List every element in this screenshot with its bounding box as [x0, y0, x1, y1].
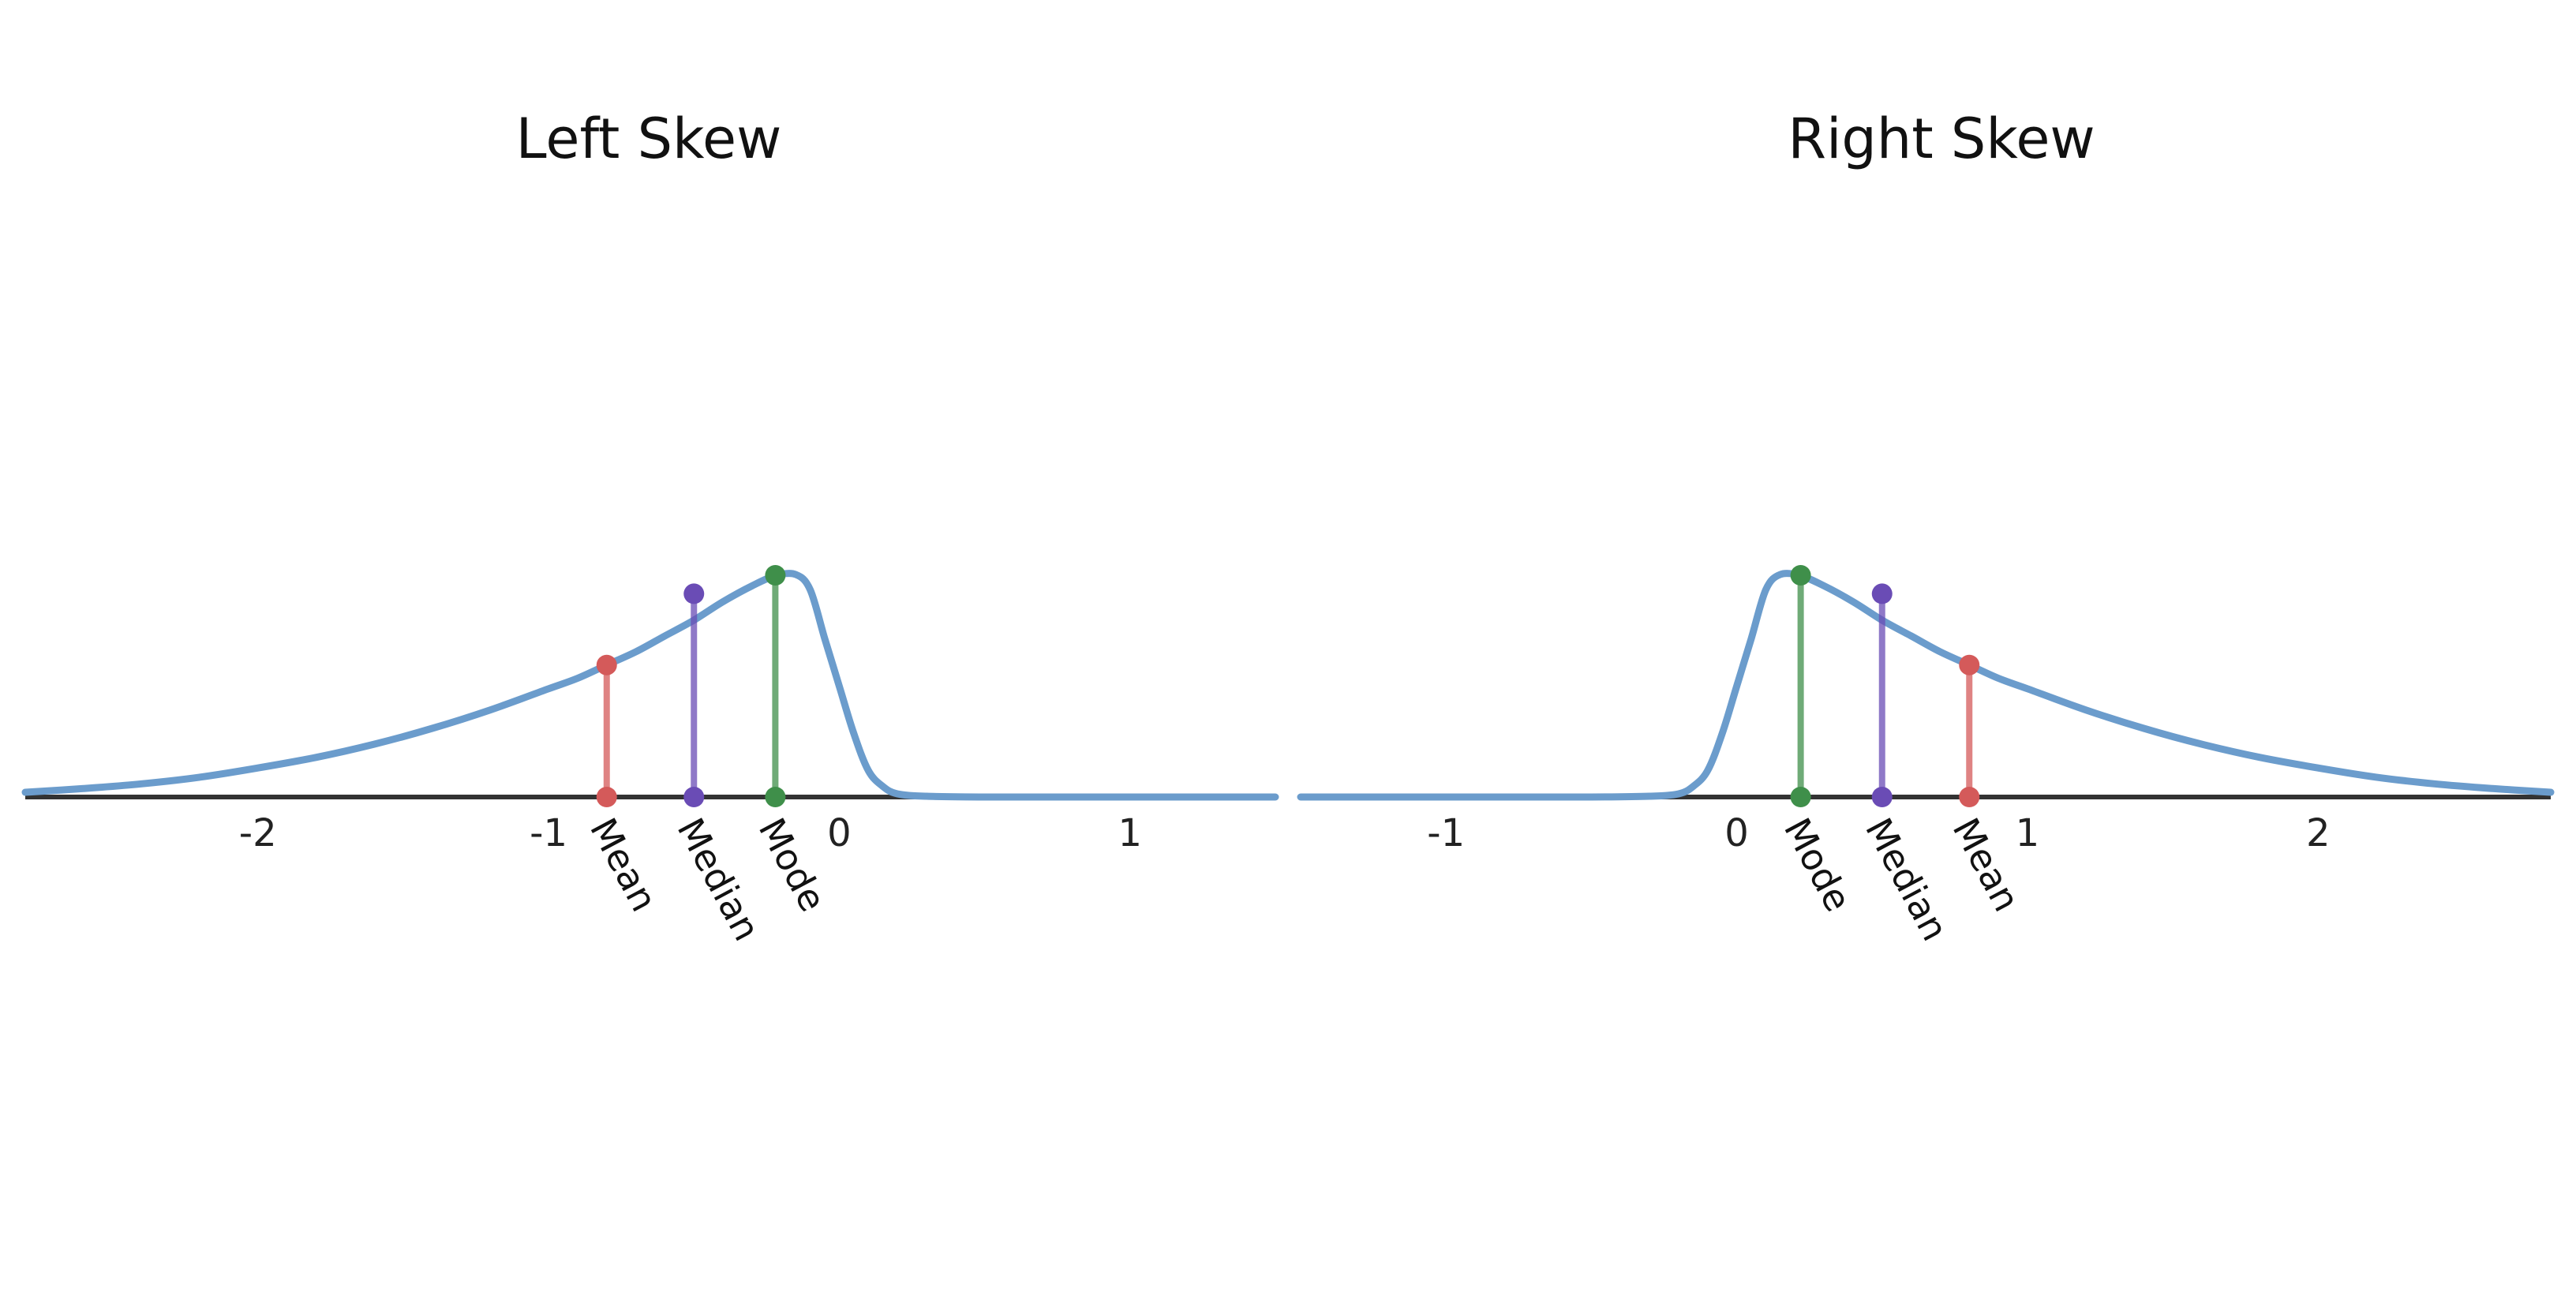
x-tick-label: 2 [2306, 811, 2331, 855]
median-base-point [683, 787, 705, 807]
mode-curve-point [765, 565, 786, 586]
x-tick-label: 1 [2016, 811, 2040, 855]
left-skew-title: Left Skew [516, 107, 782, 171]
mean-base-point [596, 787, 617, 807]
median-curve-point [1871, 583, 1893, 604]
density-curve [1297, 570, 2555, 801]
x-tick-label: 0 [827, 811, 852, 855]
right-skew-title: Right Skew [1788, 107, 2095, 171]
x-tick-label: 0 [1724, 811, 1749, 855]
median-base-point [1871, 787, 1893, 807]
mode-base-point [765, 787, 786, 807]
mode-label: Mode [1776, 811, 1860, 919]
mode-label: Mode [751, 811, 835, 919]
mode-base-point [1790, 787, 1811, 807]
x-tick-label: 1 [1118, 811, 1143, 855]
mode-curve-point [1790, 565, 1811, 586]
mean-label: Mean [582, 811, 666, 919]
mean-curve-point [596, 654, 617, 675]
mean-curve-point [1959, 654, 1980, 675]
x-tick-label: -1 [1427, 811, 1465, 855]
x-tick-label: -2 [239, 811, 277, 855]
median-curve-point [683, 583, 705, 604]
density-curve [21, 570, 1279, 801]
mean-base-point [1959, 787, 1980, 807]
median-label: Median [1857, 811, 1956, 948]
x-tick-label: -1 [530, 811, 567, 855]
